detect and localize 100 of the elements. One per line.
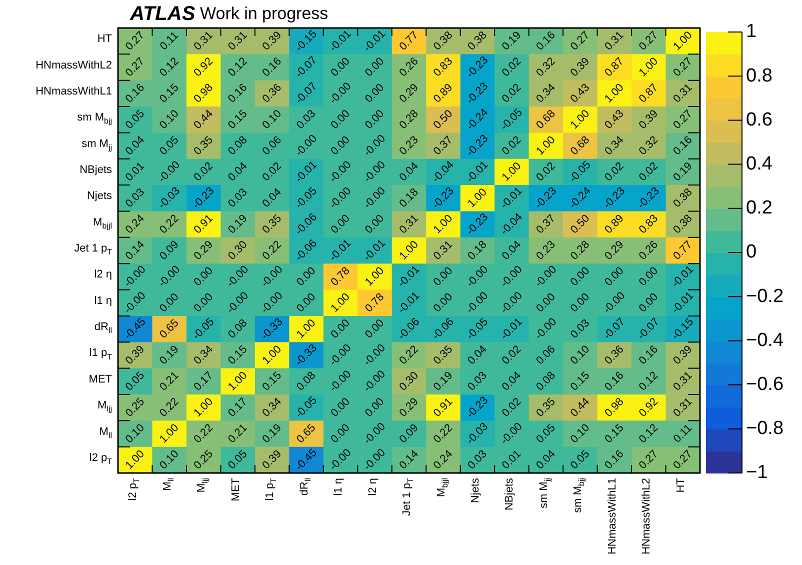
data-label: 0.19 [260,422,284,446]
data-label: 0.35 [431,343,456,368]
data-label: 0.00 [636,291,660,315]
data-label: 0.24 [431,448,456,472]
data-label: 0.38 [671,212,695,236]
color-bar-label: −0.6 [746,374,784,396]
data-label: 0.39 [568,55,592,80]
data-label: 0.10 [260,108,284,132]
data-label: 0.21 [158,370,182,394]
x-tick-label: l1 pT [264,478,278,501]
data-label: 0.04 [226,160,250,184]
data-label: 0.50 [431,108,456,132]
data-label: 0.02 [260,160,284,184]
data-label: 0.10 [568,422,592,446]
data-label: 0.31 [192,29,216,53]
data-label: 0.36 [602,343,626,368]
data-label: 0.28 [568,238,592,262]
data-label: 0.30 [397,370,421,394]
data-label: 0.16 [671,134,695,158]
data-label: 0.05 [123,108,147,132]
data-label: 0.22 [192,422,216,446]
data-label: 0.00 [568,264,592,289]
data-label: 0.31 [671,370,695,394]
data-label: 0.29 [602,238,626,262]
data-label: 0.02 [500,55,524,80]
data-label: 0.00 [568,291,592,315]
data-label: 0.92 [636,396,660,420]
data-label: 0.00 [192,264,216,289]
data-label: 0.00 [362,317,387,341]
data-label: 0.08 [294,370,318,394]
data-label: 0.23 [534,238,558,262]
x-tick-label: Jet 1 pT [401,478,416,516]
x-tick-label: l2 pT [127,478,142,501]
color-bar-label: 1 [746,21,757,42]
data-label: 0.08 [534,370,558,394]
data-label: 0.04 [500,238,524,262]
color-bar-label: 0.6 [746,109,772,130]
data-label: 0.02 [500,343,524,368]
data-label: 0.89 [431,82,456,106]
data-label: 0.03 [294,108,318,132]
color-bar-label: −0.2 [746,286,784,307]
data-label: 0.38 [466,29,490,53]
data-label: 0.03 [466,370,490,394]
data-label: 0.00 [362,82,387,106]
data-label: 0.00 [328,55,352,80]
data-label: 0.00 [534,291,558,315]
x-tick-label: HNmassWithL2 [640,478,653,554]
data-label: 0.31 [671,396,695,420]
data-label: 0.02 [534,160,558,184]
data-label: 0.00 [431,264,456,289]
data-label: 0.02 [192,160,216,184]
data-label: 0.00 [362,212,387,236]
data-label: 0.16 [123,82,147,106]
data-label: 0.00 [158,291,182,315]
data-label: 0.26 [397,55,421,80]
data-label: 0.43 [602,108,626,132]
data-label: 0.34 [602,134,626,158]
data-label: 0.23 [397,134,421,158]
data-label: 0.91 [431,396,456,420]
data-label: 0.00 [294,264,318,289]
data-label: 0.22 [431,422,456,446]
data-label: 0.78 [362,291,387,315]
data-label: 0.15 [226,343,250,368]
data-label: 0.39 [260,29,284,53]
x-tick-label: sm Mbjj [572,478,586,513]
y-tick-label: HNmassWithL2 [36,59,112,72]
data-label: 0.19 [671,160,695,184]
data-label: 0.16 [636,343,660,368]
data-label: 0.31 [602,29,626,53]
data-label: 0.01 [500,448,524,472]
data-label: 0.38 [671,186,695,210]
data-label: 0.19 [431,370,456,394]
data-label: 0.36 [260,82,284,106]
data-label: 1.00 [602,82,626,106]
data-label: 0.11 [158,30,181,53]
color-bar-label: 0.8 [746,65,772,86]
data-label: 0.08 [226,317,250,341]
data-label: 0.31 [431,238,456,262]
data-label: 0.00 [602,264,626,289]
x-tick-label: HNmassWithL1 [606,478,618,554]
data-label: 0.32 [636,134,660,158]
x-tick-label: dRll [298,478,312,496]
data-label: 0.15 [158,82,182,106]
data-label: 0.12 [158,55,182,80]
data-label: 0.44 [192,108,216,132]
data-label: 0.29 [397,82,421,106]
data-label: 0.06 [260,134,284,158]
data-label: 0.16 [534,29,558,53]
data-label: 0.14 [397,448,421,472]
data-label: 0.68 [568,134,592,158]
data-label: 0.19 [500,29,524,53]
data-label: 0.00 [328,396,352,420]
color-bar-label: −0.4 [746,330,784,351]
x-tick-label: Njets [470,478,482,504]
data-label: 0.02 [500,134,524,158]
x-tick-label: NBjets [504,478,516,510]
data-label: 0.08 [226,134,250,158]
data-label: 1.00 [671,29,695,53]
data-label: 0.89 [602,212,626,236]
data-label: 0.98 [192,82,216,106]
